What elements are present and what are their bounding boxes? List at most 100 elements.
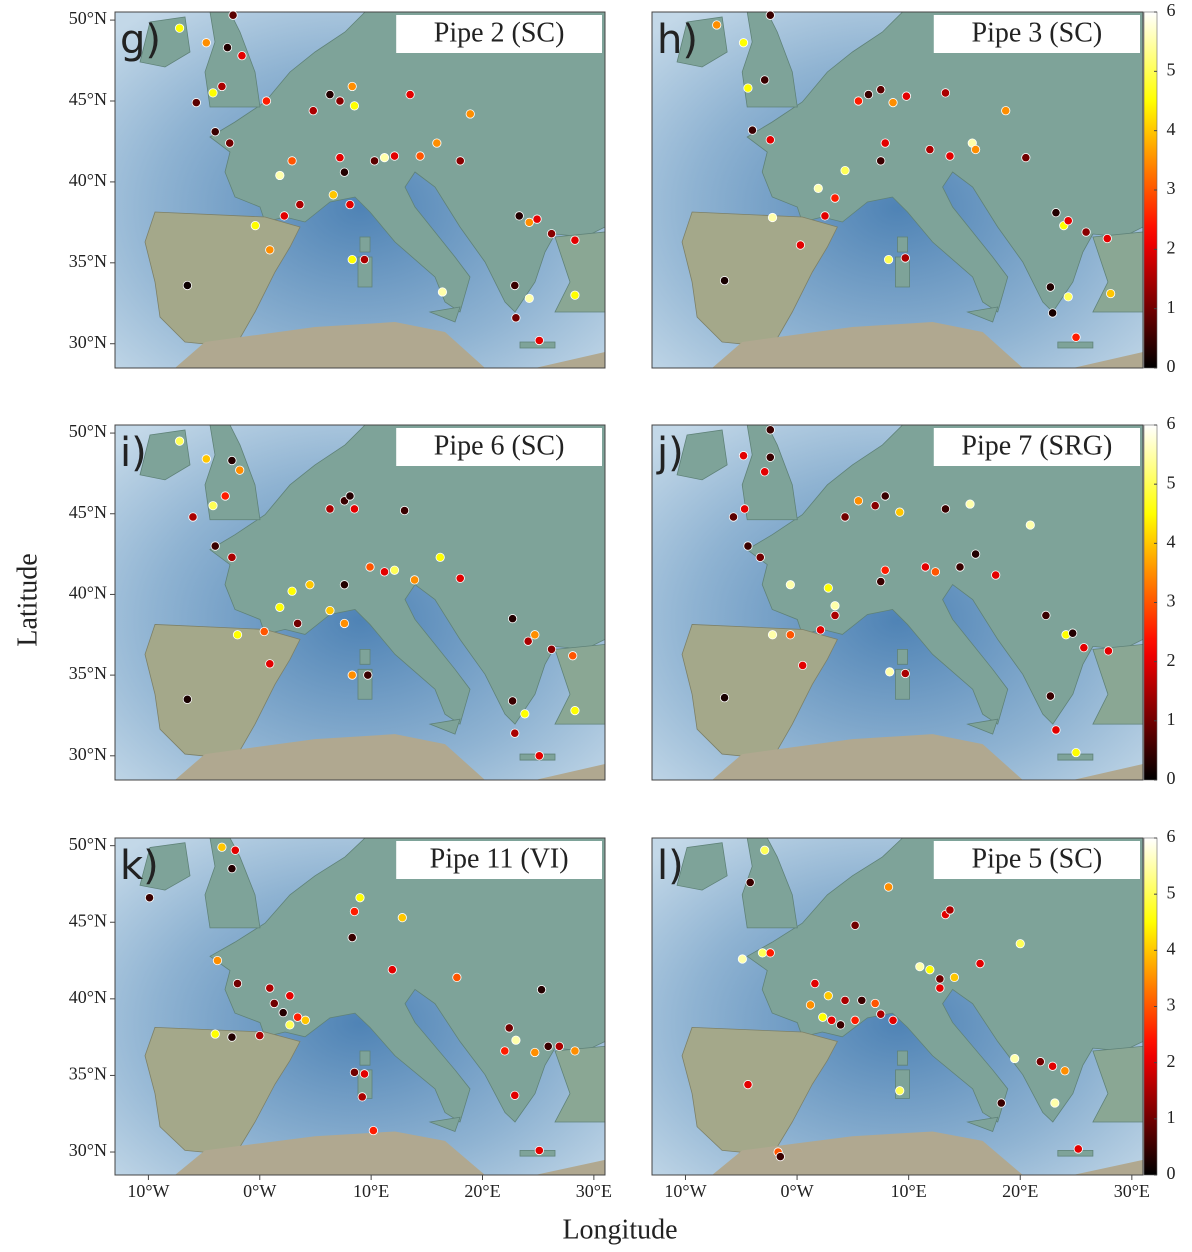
site-point (175, 24, 183, 32)
site-point (238, 51, 246, 59)
site-point (453, 973, 461, 981)
site-point (766, 949, 774, 957)
site-point (262, 97, 270, 105)
site-point (336, 97, 344, 105)
site-point (531, 1048, 539, 1056)
x-tick-label: 30°E (1114, 1181, 1150, 1201)
site-point (1103, 234, 1111, 242)
site-point (515, 212, 523, 220)
site-point (877, 157, 885, 165)
site-point (877, 1010, 885, 1018)
colorbar-tick-label: 3 (1167, 178, 1176, 198)
site-point (508, 697, 516, 705)
site-point (202, 455, 210, 463)
site-point (896, 1087, 904, 1095)
site-point (501, 1047, 509, 1055)
site-point (881, 492, 889, 500)
panel-label: l) (657, 843, 684, 889)
site-point (555, 1042, 563, 1050)
site-point (229, 11, 237, 19)
colorbar-tick-label: 3 (1167, 995, 1176, 1015)
site-point (1082, 228, 1090, 236)
site-point (380, 153, 388, 161)
site-point (1080, 643, 1088, 651)
site-point (816, 626, 824, 634)
colorbar-tick-label: 1 (1167, 1107, 1176, 1127)
site-point (1072, 333, 1080, 341)
site-point (884, 883, 892, 891)
y-tick-label: 45°N (69, 910, 107, 930)
x-tick-label: 0°W (780, 1181, 813, 1201)
site-point (766, 136, 774, 144)
site-point (531, 631, 539, 639)
site-point (388, 966, 396, 974)
site-point (535, 336, 543, 344)
site-point (410, 576, 418, 584)
site-point (901, 669, 909, 677)
site-point (326, 505, 334, 513)
colorbar-tick-label: 5 (1167, 882, 1176, 902)
site-point (946, 152, 954, 160)
site-point (236, 466, 244, 474)
site-point (326, 606, 334, 614)
y-tick-label: 30°N (69, 744, 107, 764)
site-point (505, 1024, 513, 1032)
site-point (841, 513, 849, 521)
colorbar-tick-label: 0 (1167, 1163, 1176, 1183)
site-point (512, 314, 520, 322)
y-tick-label: 50°N (69, 834, 107, 854)
site-point (766, 11, 774, 19)
site-point (1072, 748, 1080, 756)
site-point (1061, 1067, 1069, 1075)
site-point (811, 979, 819, 987)
site-point (213, 956, 221, 964)
site-point (350, 1068, 358, 1076)
site-point (348, 255, 356, 263)
site-point (145, 894, 153, 902)
site-point (831, 194, 839, 202)
x-tick-label: 30°E (576, 1181, 612, 1201)
site-point (720, 694, 728, 702)
colorbar-tick-label: 2 (1167, 650, 1176, 670)
panel-label: g) (120, 17, 161, 63)
site-point (786, 581, 794, 589)
site-point (1002, 107, 1010, 115)
x-tick-label: 10°E (353, 1181, 389, 1201)
site-point (748, 126, 756, 134)
site-point (286, 1021, 294, 1029)
colorbar-tick-label: 3 (1167, 591, 1176, 611)
site-point (433, 139, 441, 147)
site-point (571, 236, 579, 244)
site-point (902, 92, 910, 100)
colorbar-tick-label: 2 (1167, 237, 1176, 257)
site-point (776, 1152, 784, 1160)
colorbar-tick-label: 6 (1167, 413, 1176, 433)
y-tick-label: 40°N (69, 170, 107, 190)
site-point (366, 563, 374, 571)
site-point (761, 468, 769, 476)
site-point (276, 171, 284, 179)
site-point (756, 553, 764, 561)
site-point (1064, 217, 1072, 225)
site-point (326, 90, 334, 98)
site-point (406, 90, 414, 98)
site-point (350, 102, 358, 110)
site-point (881, 566, 889, 574)
site-point (758, 949, 766, 957)
site-point (786, 631, 794, 639)
site-point (1104, 647, 1112, 655)
site-point (831, 602, 839, 610)
site-point (1046, 692, 1054, 700)
site-point (336, 153, 344, 161)
site-point (768, 213, 776, 221)
y-tick-label: 45°N (69, 89, 107, 109)
colorbar-tick-label: 6 (1167, 0, 1176, 20)
panel-label: j) (656, 430, 684, 476)
site-point (209, 501, 217, 509)
site-point (183, 695, 191, 703)
site-point (348, 82, 356, 90)
site-point (226, 139, 234, 147)
site-point (348, 933, 356, 941)
site-point (1022, 153, 1030, 161)
site-point (390, 152, 398, 160)
